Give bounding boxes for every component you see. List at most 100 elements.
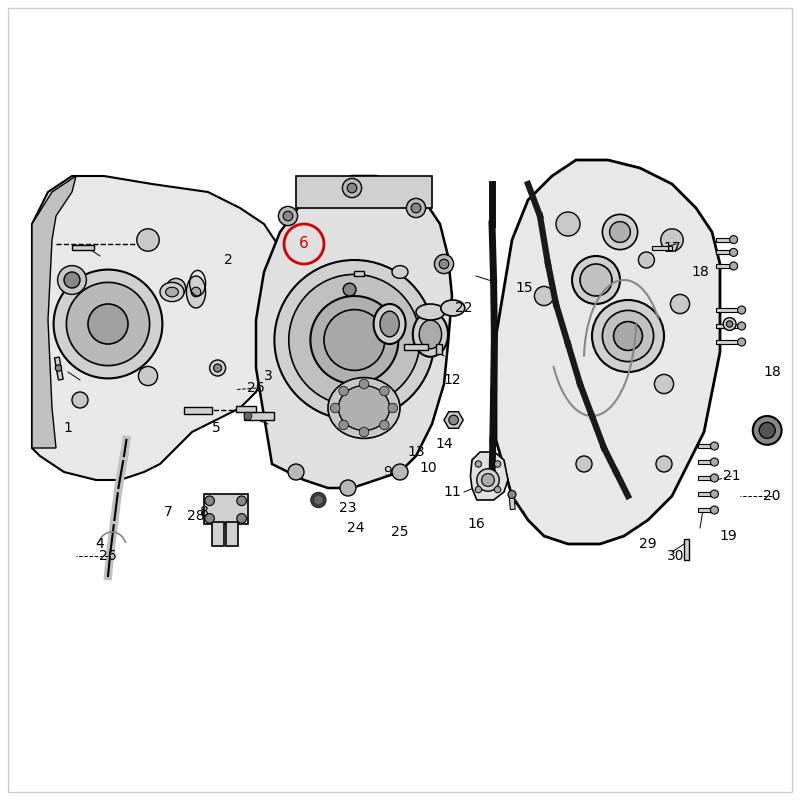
Circle shape [475, 461, 482, 467]
Bar [236, 406, 256, 412]
Text: 22: 22 [455, 301, 473, 315]
Circle shape [494, 486, 501, 493]
Bar [226, 522, 238, 546]
Text: 1: 1 [63, 421, 73, 435]
Text: 28: 28 [187, 509, 205, 523]
Circle shape [237, 496, 246, 506]
Circle shape [661, 229, 683, 251]
Circle shape [288, 464, 304, 480]
Text: 6: 6 [299, 237, 309, 251]
Circle shape [710, 474, 718, 482]
Circle shape [723, 318, 736, 330]
Circle shape [656, 456, 672, 472]
Circle shape [576, 456, 592, 472]
Circle shape [379, 420, 389, 430]
Bar [698, 508, 715, 512]
Bar [296, 176, 432, 208]
Circle shape [244, 412, 252, 420]
Text: 18: 18 [763, 365, 781, 379]
Circle shape [210, 360, 226, 376]
Circle shape [449, 415, 458, 425]
Bar [698, 492, 715, 496]
Text: 7: 7 [164, 505, 172, 519]
Circle shape [205, 514, 214, 523]
Bar [716, 264, 736, 268]
Text: 26: 26 [247, 381, 265, 395]
Circle shape [58, 266, 86, 294]
Bar [354, 271, 364, 276]
Circle shape [359, 379, 369, 389]
Ellipse shape [374, 304, 406, 344]
Circle shape [343, 283, 356, 296]
Ellipse shape [338, 386, 390, 430]
Circle shape [406, 198, 426, 218]
Circle shape [730, 236, 738, 244]
Circle shape [654, 374, 674, 394]
Circle shape [339, 420, 349, 430]
Circle shape [274, 260, 434, 420]
Circle shape [730, 262, 738, 270]
Circle shape [602, 214, 638, 250]
Polygon shape [32, 176, 288, 480]
Text: 4: 4 [96, 537, 104, 551]
Circle shape [592, 300, 664, 372]
Text: 12: 12 [443, 373, 461, 387]
Circle shape [710, 490, 718, 498]
Circle shape [710, 506, 718, 514]
Circle shape [638, 252, 654, 268]
Circle shape [324, 310, 385, 370]
Bar [698, 460, 715, 464]
Polygon shape [256, 176, 452, 488]
Circle shape [753, 416, 782, 445]
Bar [244, 412, 274, 420]
Circle shape [137, 229, 159, 251]
Circle shape [347, 183, 357, 193]
Ellipse shape [160, 282, 184, 302]
Text: 16: 16 [467, 517, 485, 531]
Circle shape [508, 490, 516, 498]
Circle shape [572, 256, 620, 304]
Circle shape [340, 480, 356, 496]
Bar [54, 357, 63, 380]
Circle shape [388, 403, 398, 413]
Circle shape [494, 461, 501, 467]
Bar [509, 494, 515, 510]
Circle shape [738, 338, 746, 346]
Text: 30: 30 [667, 549, 685, 563]
Text: 14: 14 [435, 437, 453, 451]
Text: 9: 9 [383, 465, 393, 479]
Polygon shape [444, 412, 463, 428]
Circle shape [730, 248, 738, 256]
Text: 26: 26 [99, 549, 117, 563]
Polygon shape [314, 494, 323, 506]
Circle shape [738, 322, 746, 330]
Text: 11: 11 [443, 485, 461, 499]
Bar [716, 324, 744, 328]
Circle shape [556, 212, 580, 236]
Text: 8: 8 [199, 505, 209, 519]
Polygon shape [496, 160, 720, 544]
Circle shape [138, 366, 158, 386]
Bar [716, 308, 744, 312]
Bar [698, 476, 715, 480]
Circle shape [392, 464, 408, 480]
Circle shape [311, 493, 326, 507]
Circle shape [610, 222, 630, 242]
Ellipse shape [413, 312, 448, 357]
Ellipse shape [380, 311, 399, 337]
Circle shape [439, 259, 449, 269]
Text: 5: 5 [212, 421, 220, 435]
Circle shape [411, 203, 421, 213]
Text: 29: 29 [639, 537, 657, 551]
Circle shape [434, 254, 454, 274]
Text: 2: 2 [224, 253, 232, 267]
Circle shape [310, 296, 398, 384]
Bar [716, 238, 736, 242]
Circle shape [283, 211, 293, 221]
Text: 13: 13 [407, 445, 425, 459]
Circle shape [66, 282, 150, 366]
Text: 17: 17 [663, 241, 681, 255]
Circle shape [330, 403, 340, 413]
Ellipse shape [416, 304, 445, 320]
Circle shape [205, 496, 214, 506]
